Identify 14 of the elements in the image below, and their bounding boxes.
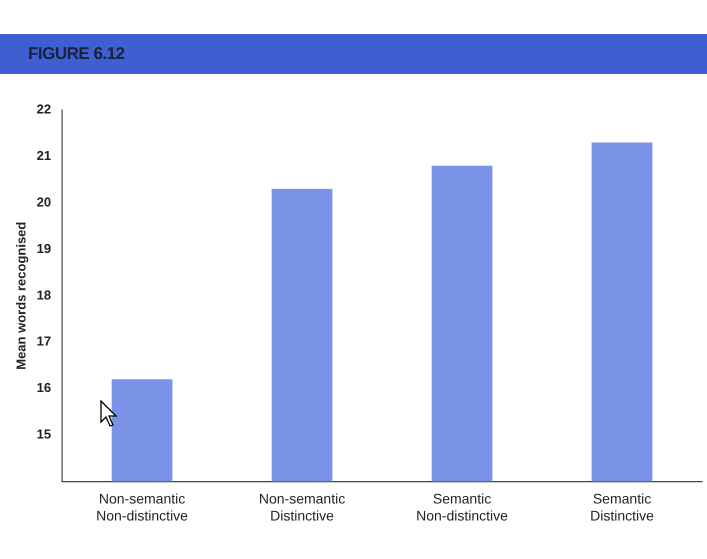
y-tick-label: 16 — [36, 380, 52, 396]
y-tick-label: 17 — [36, 334, 52, 349]
y-axis-title: Mean words recognised — [13, 222, 28, 370]
x-tick-label: Semantic Non-distinctive — [416, 490, 508, 524]
y-tick-label: 21 — [36, 148, 52, 164]
y-tick-label: 22 — [36, 102, 52, 117]
x-tick-label: Non-semantic Distinctive — [258, 490, 346, 524]
y-tick-label: 20 — [36, 194, 52, 210]
x-tick-label: Semantic Distinctive — [590, 490, 654, 524]
y-tick-label: 18 — [36, 287, 52, 302]
x-tick-label: Non-semantic Non-distinctive — [96, 490, 188, 524]
y-tick-label: 15 — [36, 426, 52, 442]
chart-title: FIGURE 6.12 — [28, 44, 125, 64]
y-tick-label: 19 — [36, 240, 52, 256]
